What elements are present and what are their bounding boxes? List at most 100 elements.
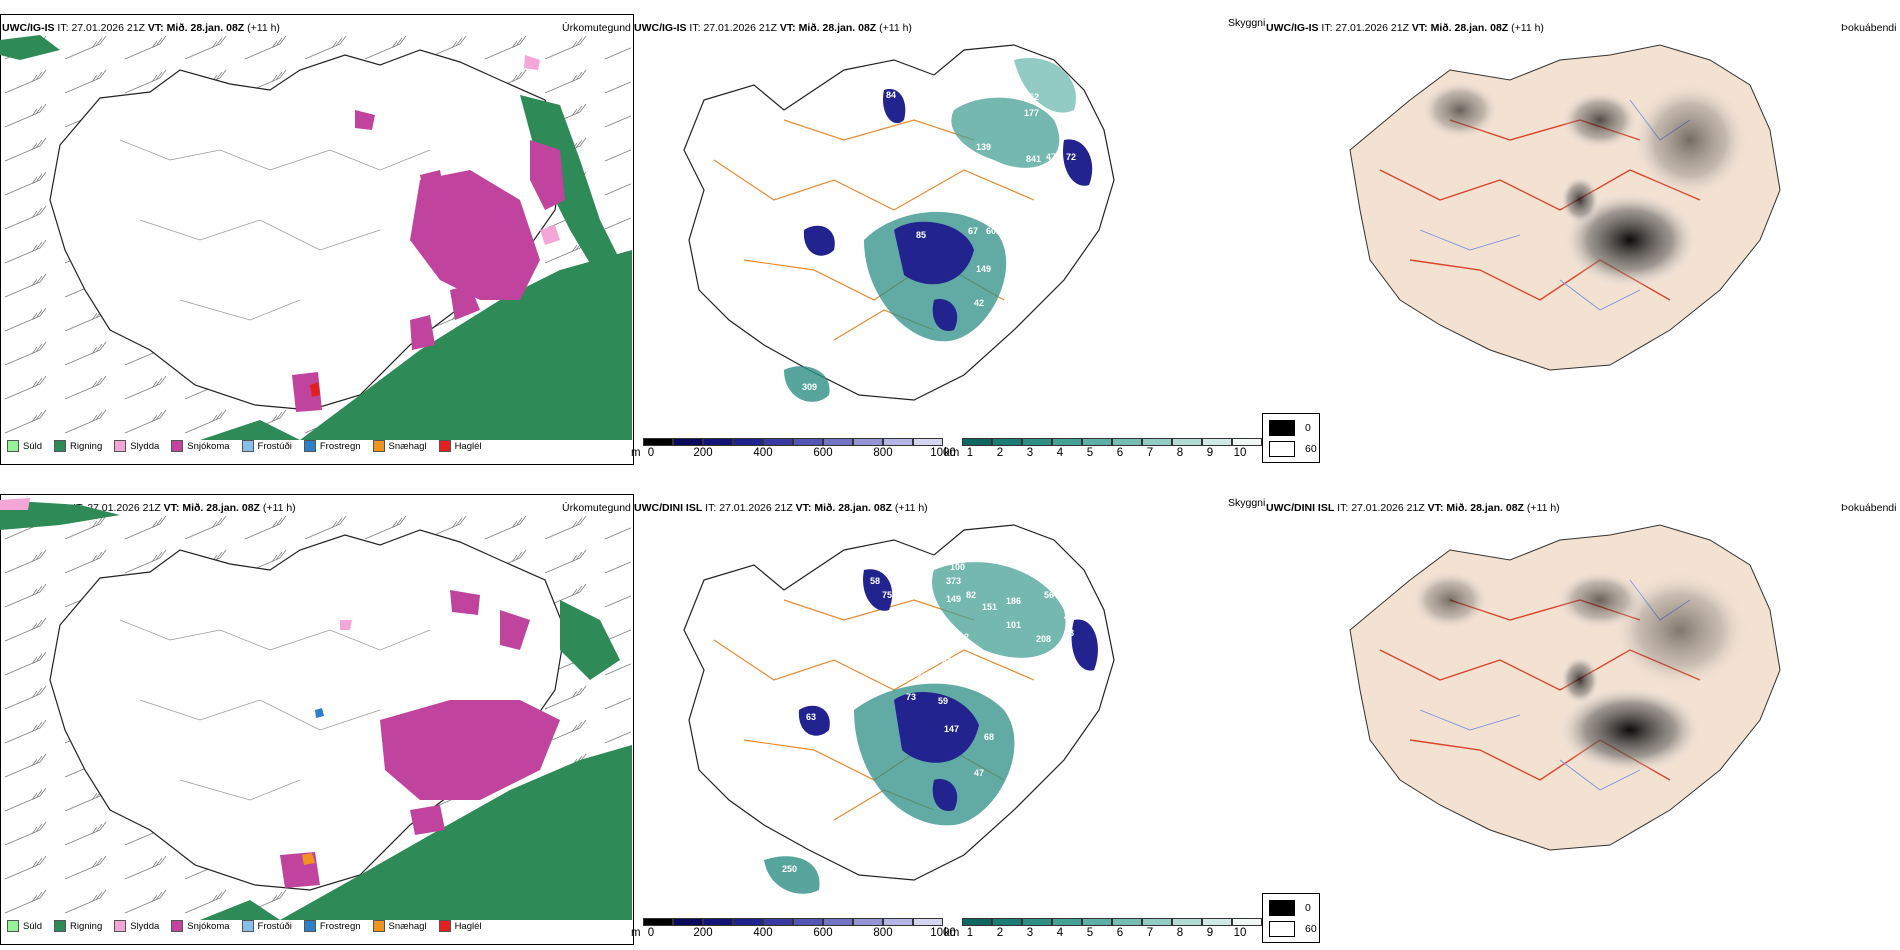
ceiling-label: 105 [1058,678,1073,688]
vis-unit: km [944,927,960,939]
freezing-rain [315,708,324,718]
legend-label: Frostúði [257,920,292,932]
ceiling-label: 84 [906,614,916,624]
colorbar-segment [703,918,733,926]
legend-label: Snæhagl [388,920,427,932]
fog-title: Þokuábendi [1841,22,1897,34]
vis-header: UWC/IG-IS IT: 27.01.2026 21Z VT: Mið. 28… [634,22,912,34]
ceiling-label: 39 [890,622,900,632]
ceiling-label: 149 [946,594,961,604]
ceiling-label: 20 [1052,164,1062,174]
ceiling-label: 67 [968,226,978,236]
colorbar-segment [1022,918,1052,926]
ceiling-label: 59 [938,696,948,706]
legend-item: Frostúði [241,920,292,932]
fog-swatch [1269,921,1295,937]
it-label: IT: [1321,22,1333,34]
snow-area [530,140,565,210]
precip-legend: Súld Rigning Slydda Snjókoma Frostúði Fr… [7,920,494,932]
rain-area [280,745,632,920]
legend-swatch [54,440,67,452]
colorbar-segment [643,918,673,926]
snow-area [292,372,322,412]
ceiling-label: 116 [984,160,999,170]
legend-swatch [241,440,254,452]
it-label: IT: [705,502,717,514]
snow-area [410,170,540,300]
ceiling-label: 81 [980,676,990,686]
colorbar-segment [883,438,913,446]
colorbar-tick: 800 [873,927,893,939]
fog-legend-label: 0 [1305,902,1311,914]
ceiling-label: 96 [1062,656,1072,666]
fog-swatch [1269,420,1295,436]
rain-area [200,900,280,920]
ceiling-label: 309 [802,382,817,392]
ceiling-label: 79 [916,124,926,134]
colorbar-segment [793,918,823,926]
ceiling-label: 101 [1006,620,1021,630]
model-name: UWC/IG-IS [2,22,55,34]
legend-swatch [54,920,67,932]
sleet-area [340,620,352,630]
ceiling-label: 75 [882,590,892,600]
snow-area [380,700,560,800]
legend-item: Snjókoma [171,440,230,452]
fog-legend-row: 0 [1269,900,1311,916]
legend-label: Súld [23,920,43,932]
ceiling-label: 373 [946,576,961,586]
vt-value: Mið. 28.jan. 08Z [182,502,260,514]
ceiling-label: 117 [926,630,941,640]
ceiling-label: 68 [1064,628,1074,638]
legend-item: Snæhagl [372,440,427,452]
colorbar-segment [962,438,992,446]
precip-title: Úrkomutegund [562,22,631,34]
model-name: UWC/IG-IS [634,22,687,34]
fog-legend-label: 60 [1305,923,1317,935]
ceiling-label: 95 [866,100,876,110]
colorbar-tick: 9 [1206,927,1214,939]
rain-area [560,600,620,680]
colorbar-tick: 0 [647,447,655,459]
ceiling-label: 56 [1044,590,1054,600]
colorbar-tick: 600 [813,927,833,939]
lead-time: (+11 h) [879,22,912,34]
ceiling-label: 31 [934,140,944,150]
ceiling-unit: m [631,447,641,459]
colorbar-tick: 7 [1146,927,1154,939]
it-value: 27.01.2026 21Z [87,502,161,514]
precip-title: Úrkomutegund [562,502,631,514]
sleet-area [540,225,560,245]
ceiling-label: 69 [806,212,816,222]
sleet-area [0,498,30,510]
lead-time: (+11 h) [247,22,280,34]
colorbar-segment [853,438,883,446]
it-label: IT: [57,22,69,34]
fog-map [1349,524,1781,851]
colorbar-segment [1082,438,1112,446]
legend-label: Snæhagl [388,440,427,452]
legend-swatch [303,440,316,452]
colorbar-tick: 10 [1233,927,1247,939]
colorbar-tick: 2 [996,447,1004,459]
legend-label: Slydda [130,440,160,452]
colorbar-segment [1172,438,1202,446]
legend-label: Rigning [70,440,103,452]
precip-map [0,498,632,920]
colorbar-segment [1202,438,1232,446]
vis-map: 100 373 149 58 75 84 127 39 117 82 151 1… [683,524,1115,894]
colorbar-tick: 200 [693,447,713,459]
colorbar-segment [1112,918,1142,926]
ceiling-label: 72 [1066,152,1076,162]
precip-legend: Súld Rigning Slydda Snjókoma Frostúði Fr… [7,440,494,452]
colorbar-tick: 6 [1116,447,1124,459]
colorbar-segment [1232,918,1262,926]
ceiling-label: 65 [1004,698,1014,708]
ceiling-label: 88 [1062,242,1072,252]
legend-item: Snjókoma [171,920,230,932]
legend-item: Frostúði [241,440,292,452]
legend-item: Slydda [114,440,159,452]
ceiling-label: 79 [940,202,950,212]
lead-time: (+11 h) [262,502,296,514]
vt-label: VT: [147,22,164,34]
